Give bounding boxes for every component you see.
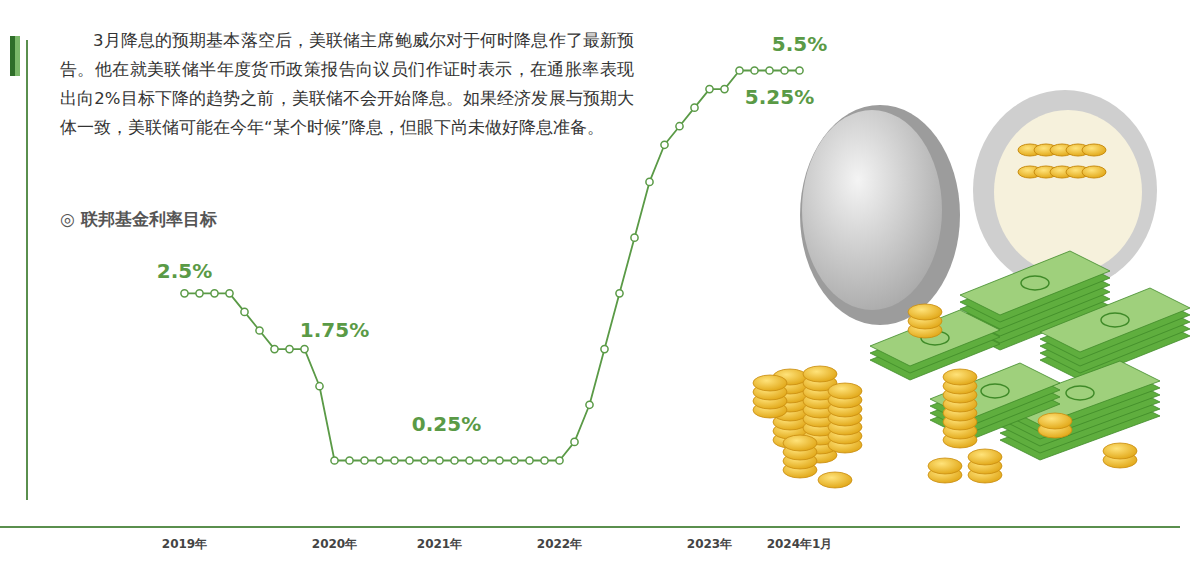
svg-text:2023年: 2023年 xyxy=(687,537,732,551)
svg-text:2024年1月: 2024年1月 xyxy=(767,537,833,551)
svg-text:5.5%: 5.5% xyxy=(772,32,827,56)
svg-text:2022年: 2022年 xyxy=(537,537,582,551)
svg-text:2019年: 2019年 xyxy=(162,537,207,551)
svg-text:2020年: 2020年 xyxy=(312,537,357,551)
svg-text:2021年: 2021年 xyxy=(417,537,462,551)
svg-text:5.25%: 5.25% xyxy=(745,85,814,109)
svg-text:1.75%: 1.75% xyxy=(300,318,369,342)
svg-text:0.25%: 0.25% xyxy=(412,412,481,436)
svg-text:2.5%: 2.5% xyxy=(157,259,212,283)
html-text:◎ 联邦基金利率目标: ◎ 联邦基金利率目标 xyxy=(60,209,217,229)
html-text:3月降息的预期基本落空后，美联储主席鲍威尔对于何时降息作了最: 3月降息的预期基本落空后，美联储主席鲍威尔对于何时降息作了最新预告。他在就美联储… xyxy=(60,31,634,137)
